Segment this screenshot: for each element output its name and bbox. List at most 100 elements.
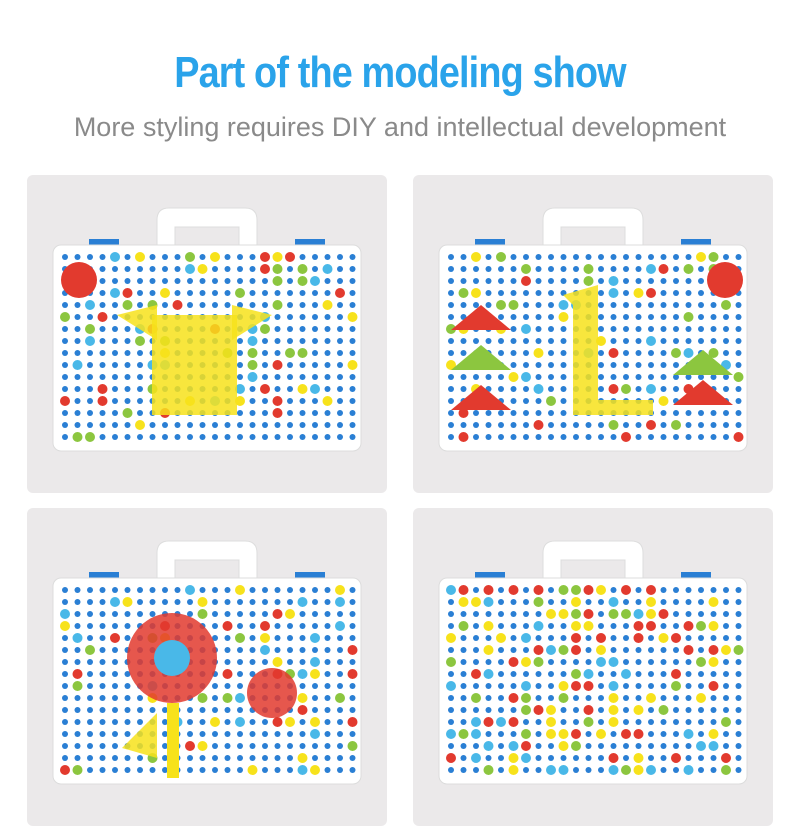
peg-hole xyxy=(312,374,318,380)
peg-hole xyxy=(523,719,529,725)
colored-peg xyxy=(172,300,183,310)
colored-peg xyxy=(671,420,681,430)
peg-hole xyxy=(62,386,68,392)
peg-hole xyxy=(324,659,331,665)
colored-peg xyxy=(458,729,469,739)
peg-hole xyxy=(535,434,542,440)
peg-hole xyxy=(735,398,742,404)
peg-hole xyxy=(162,707,168,713)
peg-hole xyxy=(598,374,604,380)
tree-piece xyxy=(451,345,511,370)
peg-hole xyxy=(598,767,604,773)
peg-hole xyxy=(312,302,318,308)
peg-hole xyxy=(299,422,306,428)
peg-hole xyxy=(660,254,667,260)
colored-peg xyxy=(508,300,519,310)
peg-hole xyxy=(274,422,281,428)
peg-hole xyxy=(99,410,106,416)
peg-hole xyxy=(710,338,717,344)
peg-hole xyxy=(698,266,704,272)
peg-hole xyxy=(448,350,454,356)
peg-hole xyxy=(648,731,654,737)
peg-hole xyxy=(112,422,118,428)
peg-hole xyxy=(62,587,68,593)
colored-peg xyxy=(272,360,283,370)
peg-hole xyxy=(299,434,306,440)
peg-hole xyxy=(237,410,243,416)
peg-hole xyxy=(685,695,692,701)
peg-hole xyxy=(585,422,592,428)
peg-hole xyxy=(112,302,118,308)
colored-peg xyxy=(658,264,669,274)
peg-hole xyxy=(299,683,306,689)
peg-hole xyxy=(62,422,68,428)
peg-hole xyxy=(548,743,554,749)
colored-peg xyxy=(683,312,694,322)
colored-peg xyxy=(347,312,358,322)
peg-hole xyxy=(149,707,156,713)
colored-peg xyxy=(483,597,494,607)
peg-hole xyxy=(723,659,729,665)
colored-peg xyxy=(483,741,494,751)
colored-peg xyxy=(583,585,594,595)
peg-hole xyxy=(523,434,529,440)
tree-piece xyxy=(451,305,511,330)
peg-hole xyxy=(698,290,704,296)
colored-peg xyxy=(558,585,569,595)
peg-hole xyxy=(124,695,131,701)
peg-hole xyxy=(337,350,343,356)
case-latch xyxy=(295,572,325,580)
peg-hole xyxy=(535,683,542,689)
toy-case-illustration xyxy=(438,540,748,785)
peg-hole xyxy=(498,587,504,593)
peg-hole xyxy=(162,743,168,749)
peg-hole xyxy=(124,635,131,641)
colored-peg xyxy=(521,657,531,667)
peg-hole xyxy=(87,350,93,356)
peg-hole xyxy=(498,695,504,701)
peg-hole xyxy=(124,362,131,368)
peg-hole xyxy=(149,434,156,440)
peg-hole xyxy=(623,623,629,629)
colored-peg xyxy=(633,621,644,631)
peg-hole xyxy=(87,611,93,617)
colored-peg xyxy=(260,384,270,394)
peg-hole xyxy=(299,314,306,320)
peg-hole xyxy=(324,254,331,260)
peg-hole xyxy=(685,611,692,617)
peg-hole xyxy=(698,434,704,440)
peg-hole xyxy=(685,374,692,380)
peg-hole xyxy=(74,611,81,617)
colored-peg xyxy=(521,372,531,382)
peg-hole xyxy=(548,695,554,701)
peg-hole xyxy=(548,290,554,296)
peg-hole xyxy=(623,422,629,428)
peg-hole xyxy=(112,398,118,404)
peg-hole xyxy=(448,386,454,392)
peg-hole xyxy=(698,671,704,677)
peg-hole xyxy=(312,599,318,605)
peg-hole xyxy=(137,587,143,593)
peg-hole xyxy=(312,647,318,653)
peg-hole xyxy=(498,755,504,761)
peg-hole xyxy=(498,434,504,440)
peg-hole xyxy=(498,671,504,677)
peg-hole xyxy=(87,254,93,260)
peg-hole xyxy=(124,434,131,440)
colored-peg xyxy=(571,669,581,679)
colored-peg xyxy=(546,645,556,655)
peg-hole xyxy=(349,266,356,272)
peg-hole xyxy=(698,635,704,641)
colored-peg xyxy=(621,765,631,775)
peg-hole xyxy=(535,374,542,380)
peg-hole xyxy=(673,314,679,320)
peg-hole xyxy=(137,599,143,605)
peg-hole xyxy=(535,338,542,344)
peg-hole xyxy=(460,767,467,773)
peg-hole xyxy=(723,410,729,416)
colored-peg xyxy=(471,597,481,607)
case-latch xyxy=(475,572,505,580)
peg-hole xyxy=(485,707,492,713)
peg-hole xyxy=(485,302,492,308)
peg-hole xyxy=(523,302,529,308)
